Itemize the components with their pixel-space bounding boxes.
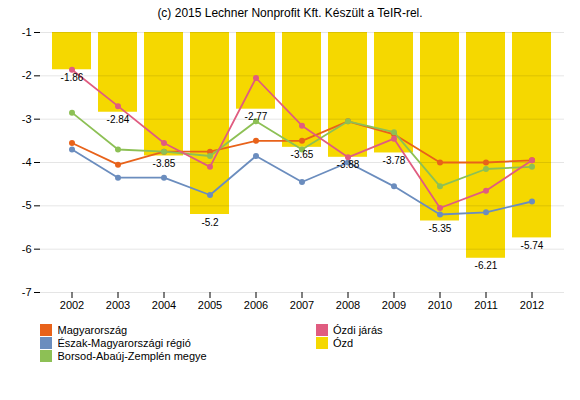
svg-text:-5.35: -5.35 [429,223,452,234]
svg-text:-3: -3 [22,113,32,125]
svg-text:-5.74: -5.74 [521,240,544,251]
svg-text:-5: -5 [22,199,32,211]
svg-text:2007: 2007 [290,299,314,311]
svg-text:-3.65: -3.65 [291,149,314,160]
html-text:(c) 2015 Lechner Nonprofit Kft: (c) 2015 Lechner Nonprofit Kft. Készült … [157,6,423,20]
html-text:Borsod-Abaúj-Zemplén megye: Borsod-Abaúj-Zemplén megye [57,350,207,362]
svg-text:-4: -4 [22,156,32,168]
svg-text:-2.77: -2.77 [245,111,268,122]
svg-text:2004: 2004 [152,299,176,311]
svg-text:-2.84: -2.84 [107,114,130,125]
svg-text:2011: 2011 [474,299,498,311]
svg-text:-5.2: -5.2 [201,217,219,228]
svg-text:-3.78: -3.78 [383,155,406,166]
html-text:Ózdi járás: Ózdi járás [333,324,383,336]
svg-text:2005: 2005 [198,299,222,311]
svg-text:2009: 2009 [382,299,406,311]
html-text:Észak-Magyarországi régió: Észak-Magyarországi régió [57,337,191,349]
svg-text:2003: 2003 [106,299,130,311]
svg-text:-6.21: -6.21 [475,260,498,271]
svg-text:-2: -2 [22,69,32,81]
svg-text:2008: 2008 [336,299,360,311]
svg-text:-1: -1 [22,26,32,38]
svg-text:-3.85: -3.85 [153,158,176,169]
svg-text:-3.88: -3.88 [337,159,360,170]
svg-text:2006: 2006 [244,299,268,311]
svg-text:-1.86: -1.86 [61,72,84,83]
svg-text:-6: -6 [22,243,32,255]
svg-text:2010: 2010 [428,299,452,311]
svg-text:2012: 2012 [520,299,544,311]
svg-text:-7: -7 [22,286,32,298]
html-text:Ózd: Ózd [333,337,354,349]
html-text:Magyarország: Magyarország [57,324,128,336]
svg-text:2002: 2002 [60,299,84,311]
